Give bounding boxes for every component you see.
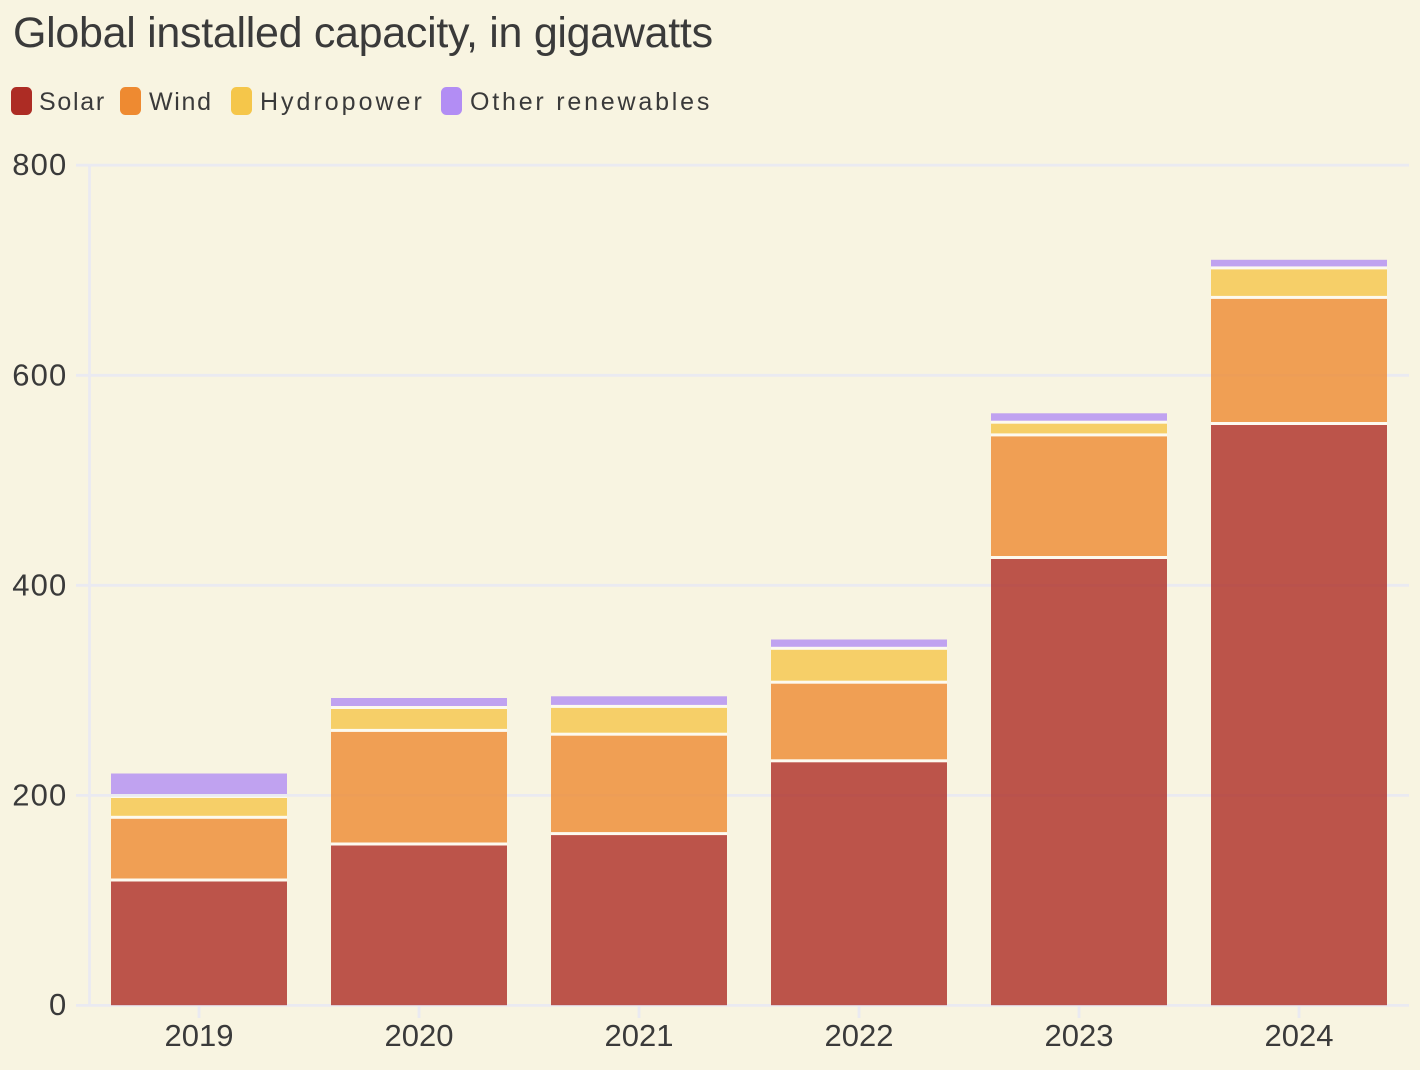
svg-text:2019: 2019 xyxy=(165,1018,234,1053)
svg-text:2022: 2022 xyxy=(825,1018,894,1053)
svg-text:800: 800 xyxy=(12,147,67,182)
svg-text:2023: 2023 xyxy=(1045,1018,1114,1053)
svg-text:200: 200 xyxy=(12,777,67,812)
svg-text:2020: 2020 xyxy=(385,1018,454,1053)
svg-text:600: 600 xyxy=(12,358,67,393)
svg-text:2021: 2021 xyxy=(605,1018,674,1053)
svg-text:Solar: Solar xyxy=(39,88,106,116)
svg-text:400: 400 xyxy=(12,568,67,603)
svg-text:2024: 2024 xyxy=(1265,1018,1334,1053)
svg-text:Wind: Wind xyxy=(149,88,213,116)
svg-text:Hydropower: Hydropower xyxy=(260,88,425,116)
svg-text:Other renewables: Other renewables xyxy=(470,88,712,116)
svg-text:Global installed capacity, in: Global installed capacity, in gigawatts xyxy=(13,9,713,57)
svg-text:0: 0 xyxy=(49,987,67,1022)
